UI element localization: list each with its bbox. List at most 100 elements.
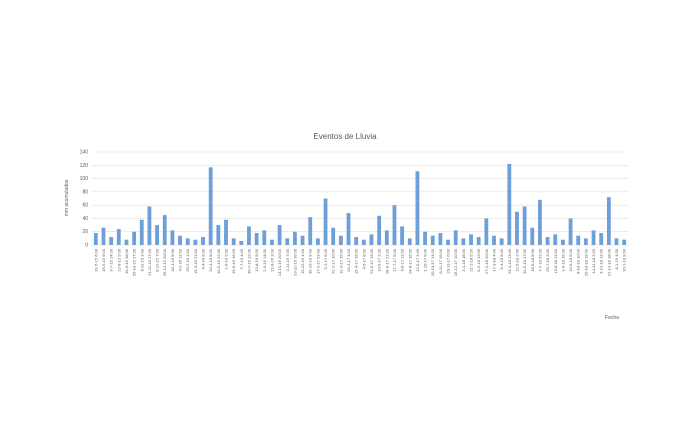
x-tick-label: 22-2-17 10:00 (331, 248, 336, 274)
bar (300, 235, 305, 245)
x-tick-label: 20-4-16 8:00 (208, 248, 213, 271)
bar (331, 227, 336, 245)
bar (162, 215, 167, 245)
bar (308, 217, 313, 245)
bar (93, 233, 98, 245)
x-tick-label: 12-3-17 15:00 (338, 248, 343, 274)
x-tick-label: 19-9-18 6:00 (568, 248, 573, 271)
bar (407, 238, 412, 245)
bar (392, 205, 397, 245)
bar (484, 218, 489, 245)
bar (384, 230, 389, 245)
x-tick-label: 19-3-16 21:00 (193, 248, 198, 274)
bar (400, 226, 405, 245)
bar (147, 206, 152, 245)
bar (247, 226, 251, 245)
bar (315, 238, 320, 245)
bar (515, 211, 519, 245)
bar (254, 233, 259, 245)
x-tick-label: 12-5-18 2:00 (514, 248, 519, 271)
bar (124, 239, 129, 245)
bar (453, 230, 458, 245)
x-tick-label: 26-10-18 19:00 (583, 248, 588, 276)
bar (277, 225, 282, 245)
x-tick-label: 10-5-16 22:00 (216, 248, 221, 274)
x-tick-label: 24-8-17 16:00 (407, 248, 412, 274)
x-tick-label: 1-10-17 9:00 (423, 248, 428, 271)
x-tick-label: 8-11-15 3:00 (139, 248, 144, 271)
x-tick-label: 17-3-18 4:00 (492, 248, 497, 271)
bar (415, 171, 420, 245)
bar (438, 233, 443, 245)
x-tick-label: 21-11-15 17:00 (147, 248, 152, 276)
x-tick-label: 3-7-15 14:00 (109, 248, 114, 271)
x-tick-label: 30-12-16 9:00 (308, 248, 313, 274)
bar (576, 235, 581, 245)
bar (583, 238, 588, 245)
bar (423, 231, 427, 245)
x-tick-label: 29-3-17 4:00 (346, 248, 351, 271)
bar (469, 234, 473, 245)
x-tick-label: 30-7-16 12:00 (246, 248, 251, 274)
bar (293, 231, 297, 245)
y-tick-label: 120 (80, 163, 89, 169)
x-tick-label: 2-9-16 14:00 (262, 248, 267, 271)
x-tick-label: 9-2-18 12:00 (476, 248, 481, 271)
bar (622, 239, 627, 245)
bar (461, 238, 466, 245)
x-tick-label: 21-1-18 5:00 (469, 248, 474, 271)
x-tick-label: 2-11-16 7:00 (285, 248, 290, 271)
bar (369, 234, 374, 245)
x-tick-label: 7-7-18 22:00 (537, 248, 542, 271)
x-tick-label: 25-7-18 3:00 (545, 248, 550, 271)
x-tick-label: 10-6-17 2:00 (377, 248, 382, 271)
x-tick-label: 29-12-15 20:00 (162, 248, 167, 276)
bar (591, 230, 596, 245)
bar (568, 218, 573, 245)
x-tick-label: 20-10-17 14:00 (430, 248, 435, 276)
y-axis-label: mm acumulados (64, 179, 70, 216)
bar (139, 219, 144, 245)
bar (377, 215, 382, 245)
y-tick-label: 40 (82, 216, 88, 222)
bar (499, 238, 504, 245)
x-tick-label: 10-9-15 18:00 (124, 248, 129, 274)
x-tick-label: 14-10-16 20:00 (277, 248, 282, 276)
bar (614, 238, 619, 245)
bar (224, 219, 228, 245)
bar (346, 213, 351, 245)
x-tick-label: 15-4-17 19:00 (354, 248, 359, 274)
bar (354, 237, 359, 245)
x-tick-label: 5-4-18 9:00 (499, 248, 504, 269)
x-tick-label: 31-5-15 6:00 (93, 248, 98, 271)
x-tick-label: 23-4-18 13:00 (507, 248, 512, 274)
x-axis-label: Fecha (605, 315, 619, 321)
x-tick-label: 30-5-18 17:00 (522, 248, 527, 274)
x-tick-label: 4-5-17 8:00 (361, 248, 366, 269)
bar (109, 237, 114, 245)
bar (476, 237, 481, 245)
bar (231, 238, 236, 245)
x-tick-label: 26-11-17 6:00 (446, 248, 451, 273)
bar (170, 230, 175, 245)
x-tick-label: 17-1-17 23:00 (315, 248, 320, 274)
x-tick-label: 29-2-16 1:00 (185, 248, 190, 271)
x-tick-label: 22-8-15 5:00 (116, 248, 121, 271)
bar (216, 225, 221, 245)
y-tick-label: 140 (80, 150, 89, 156)
bar (338, 235, 343, 245)
x-tick-label: 1-6-16 2:00 (224, 248, 229, 269)
x-tick-label: 3-1-18 18:00 (461, 248, 466, 271)
bar (553, 234, 558, 245)
x-tick-label: 19-6-16 16:00 (231, 248, 236, 274)
x-tick-label: 13-8-18 11:00 (553, 248, 558, 273)
bar (201, 237, 205, 245)
bar (285, 238, 290, 245)
x-tick-label: 7-7-16 4:00 (239, 248, 244, 269)
x-tick-label: 27-2-18 20:00 (484, 248, 489, 274)
x-tick-label: 10-12-16 1:00 (300, 248, 305, 274)
x-tick-label: 5-8-17 11:00 (400, 248, 405, 271)
x-tick-label: 17-7-17 6:00 (392, 248, 397, 271)
bar (606, 197, 611, 245)
